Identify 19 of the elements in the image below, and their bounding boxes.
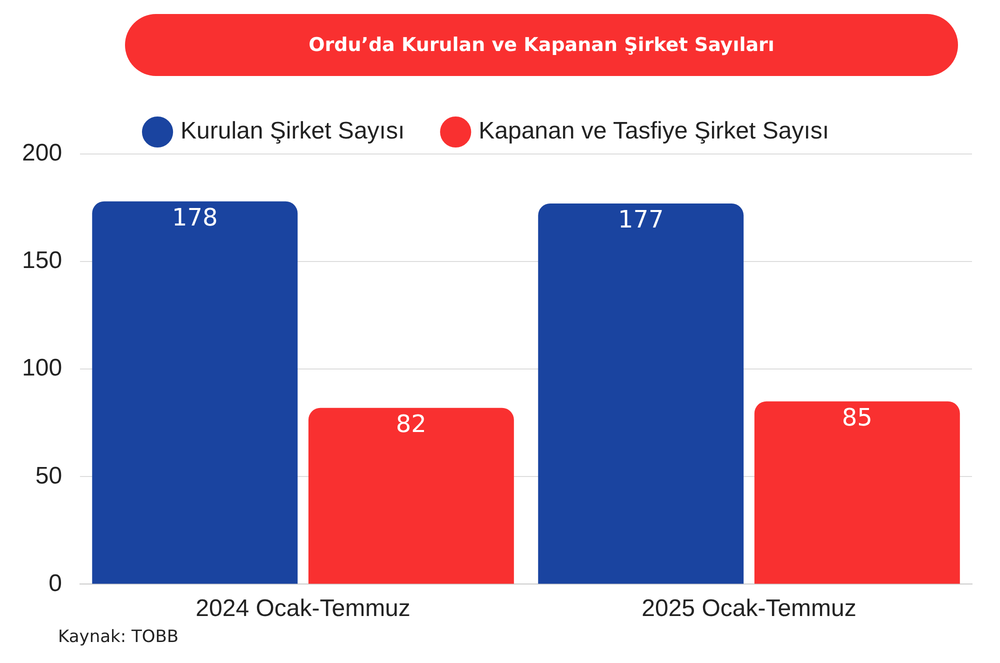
- bar: [754, 401, 960, 584]
- data-label: 178: [172, 204, 218, 232]
- y-tick-label: 0: [48, 570, 62, 597]
- y-tick-label: 150: [22, 247, 62, 274]
- chart-title: Ordu’da Kurulan ve Kapanan Şirket Sayıları: [125, 14, 958, 76]
- x-tick-label: 2025 Ocak-Temmuz: [642, 595, 856, 622]
- y-tick-label: 200: [22, 140, 62, 167]
- text: Kaynak: TOBB: [58, 627, 179, 647]
- y-tick-label: 50: [35, 462, 62, 490]
- y-tick-label: 100: [22, 354, 62, 382]
- bar: [538, 203, 744, 584]
- data-label: 82: [396, 410, 426, 438]
- bar: [92, 201, 298, 584]
- data-label: 85: [842, 404, 872, 432]
- legend-label: Kurulan Şirket Sayısı: [180, 118, 405, 145]
- x-tick-label: 2024 Ocak-Temmuz: [196, 595, 410, 622]
- bar: [308, 408, 514, 584]
- data-label: 177: [618, 206, 664, 234]
- legend-label: Kapanan ve Tasfiye Şirket Sayısı: [478, 118, 830, 145]
